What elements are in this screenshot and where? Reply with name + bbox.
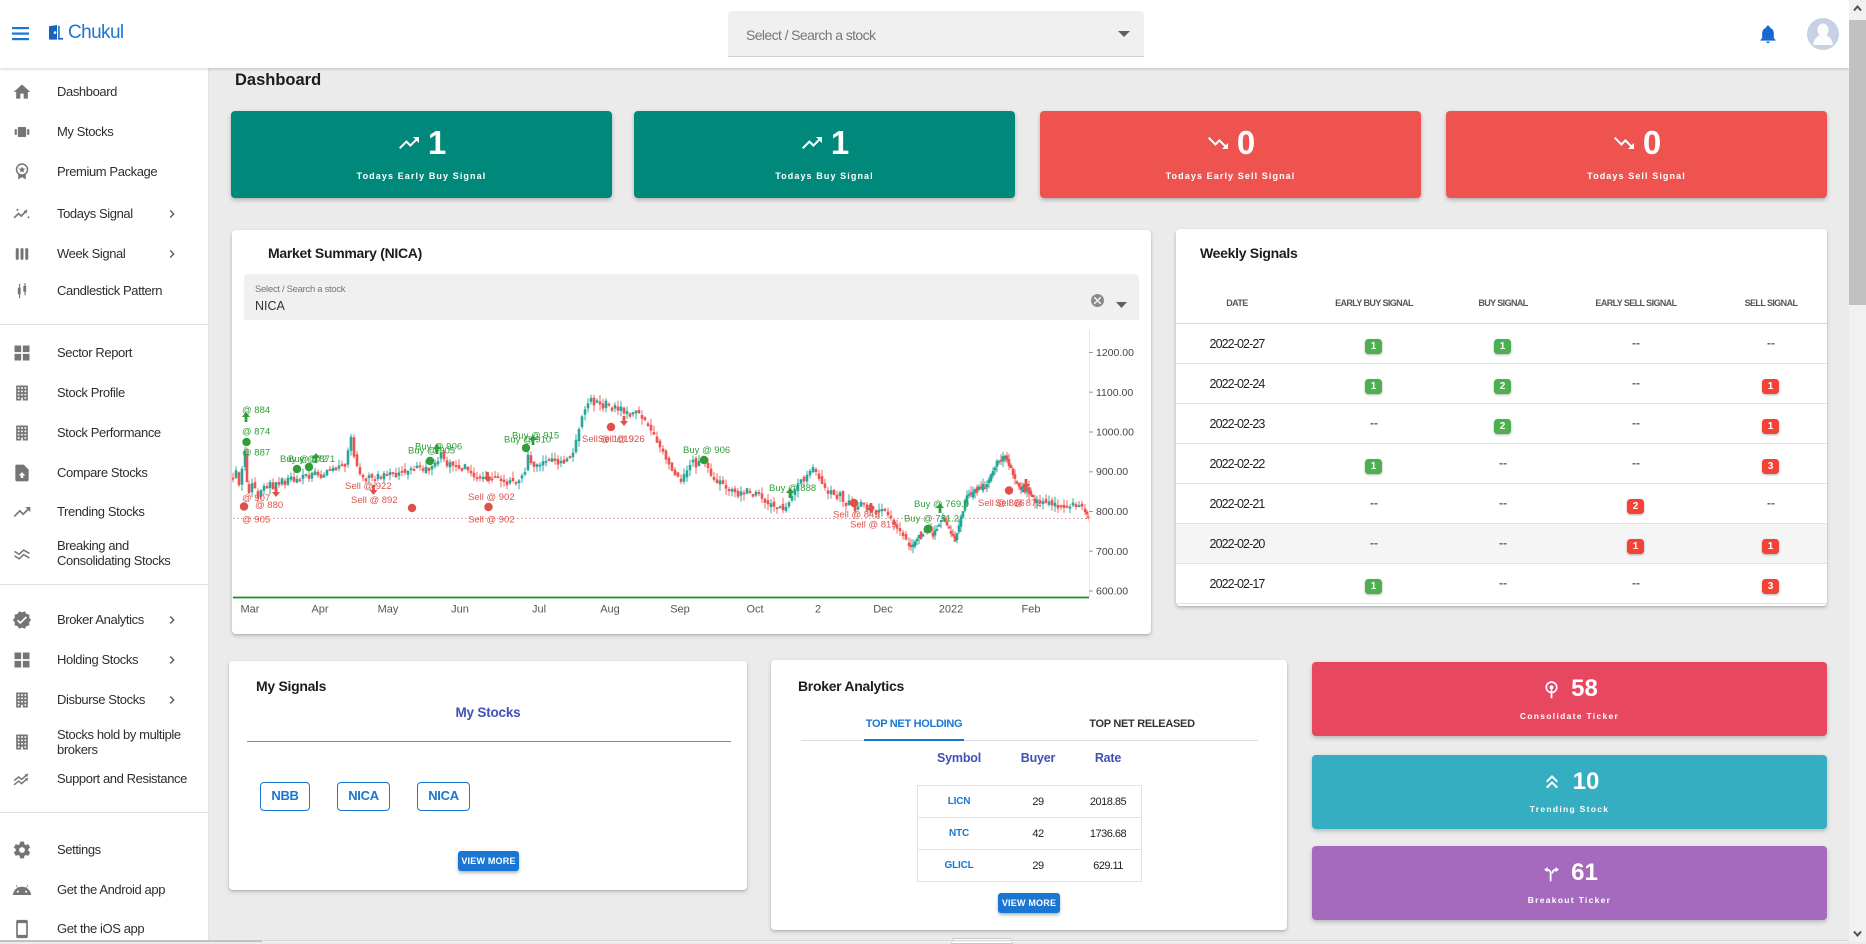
svg-text:Buy @ 910: Buy @ 910: [504, 434, 551, 445]
svg-text:800.00: 800.00: [1096, 506, 1128, 518]
svg-text:1000.00: 1000.00: [1096, 427, 1134, 439]
svg-text:2: 2: [815, 604, 821, 616]
svg-text:Sell @ 866: Sell @ 866: [978, 498, 1025, 509]
svg-text:Jul: Jul: [532, 604, 546, 616]
svg-text:Sell @ 892: Sell @ 892: [351, 495, 398, 506]
svg-text:Aug: Aug: [600, 604, 620, 616]
svg-text:Apr: Apr: [311, 604, 328, 616]
svg-text:@ 884: @ 884: [242, 405, 270, 416]
svg-text:@ 874: @ 874: [242, 427, 270, 438]
svg-text:Buy @ 872: Buy @ 872: [280, 454, 327, 465]
svg-text:Oct: Oct: [746, 604, 763, 616]
svg-text:Sell @ 849: Sell @ 849: [833, 510, 880, 521]
svg-text:900.00: 900.00: [1096, 466, 1128, 478]
svg-text:1200.00: 1200.00: [1096, 347, 1134, 359]
svg-text:Buy @ 871: Buy @ 871: [288, 454, 335, 465]
svg-text:Sell @ 1019: Sell @ 1019: [582, 434, 634, 445]
svg-text:Feb: Feb: [1022, 604, 1041, 616]
svg-text:Buy @ 888: Buy @ 888: [769, 483, 816, 494]
svg-text:@ 905: @ 905: [242, 514, 270, 525]
svg-text:Buy @ 906: Buy @ 906: [683, 445, 730, 456]
svg-text:Sell @ 922: Sell @ 922: [345, 481, 392, 492]
svg-text:Mar: Mar: [241, 604, 260, 616]
svg-text:@ 880: @ 880: [255, 500, 283, 511]
svg-text:May: May: [378, 604, 399, 616]
svg-text:Sep: Sep: [670, 604, 690, 616]
svg-text:Buy @ 915: Buy @ 915: [512, 430, 559, 441]
svg-text:Sell @ 872: Sell @ 872: [995, 498, 1042, 509]
svg-text:@ 907: @ 907: [242, 493, 270, 504]
svg-text:Buy @ 769.9: Buy @ 769.9: [914, 499, 969, 510]
svg-text:@ 887: @ 887: [242, 448, 270, 459]
svg-text:Sell @ 902: Sell @ 902: [468, 492, 515, 503]
svg-text:600.00: 600.00: [1096, 586, 1128, 598]
svg-text:2022: 2022: [939, 604, 963, 616]
svg-text:Sell @ 819: Sell @ 819: [850, 520, 897, 531]
svg-text:1100.00: 1100.00: [1096, 387, 1133, 399]
svg-text:Dec: Dec: [873, 604, 893, 616]
svg-text:Sell @ 902: Sell @ 902: [468, 514, 515, 525]
svg-text:Sell @ 926: Sell @ 926: [598, 434, 645, 445]
svg-text:700.00: 700.00: [1096, 546, 1128, 558]
svg-text:Buy @ 731.2: Buy @ 731.2: [904, 514, 959, 525]
svg-text:Buy @ 905: Buy @ 905: [408, 445, 455, 456]
svg-text:Jun: Jun: [451, 604, 469, 616]
